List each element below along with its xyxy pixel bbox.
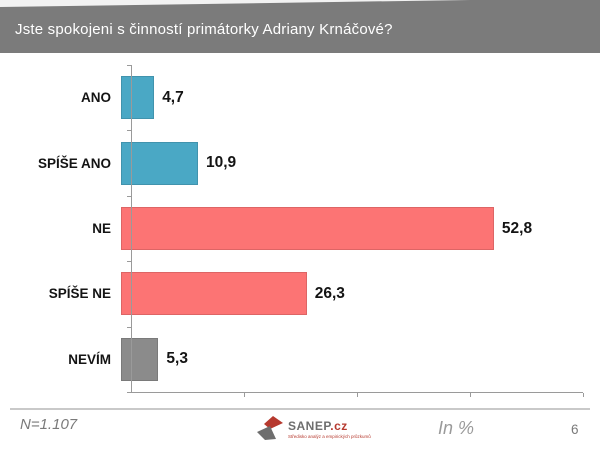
category-label: SPÍŠE ANO	[37, 155, 111, 171]
chart-row: NE 52,8	[0, 196, 600, 261]
page-number: 6	[571, 422, 579, 437]
x-axis-tick	[583, 393, 584, 397]
chart-row: SPÍŠE ANO 10,9	[0, 130, 600, 195]
logo-tagline: Středisko analýz a empirických průzkumů	[288, 434, 371, 439]
logo-name: SANEP	[288, 419, 331, 433]
y-axis-tick	[127, 65, 131, 66]
chart-row: NEVÍM 5,3	[0, 327, 600, 392]
bar-track: 10,9	[121, 141, 573, 185]
y-axis-tick	[127, 195, 131, 197]
value-label: 52,8	[501, 219, 533, 237]
x-axis-tick	[357, 393, 358, 397]
value-label: 26,3	[314, 284, 345, 302]
y-axis-tick	[127, 261, 131, 263]
title-bar: Jste spokojeni s činností primátorky Adr…	[0, 0, 600, 53]
footer-divider	[10, 408, 590, 410]
bar	[121, 141, 198, 185]
category-label: ANO	[81, 90, 111, 106]
plot-area: ANO 4,7 SPÍŠE ANO 10,9 NE 52,8 SPÍŠE NE 26,3 NEV…	[0, 65, 600, 392]
value-label: 5,3	[166, 350, 188, 368]
category-label: NEVÍM	[68, 351, 111, 367]
y-axis-line	[127, 65, 132, 393]
bar-track: 5,3	[121, 337, 573, 381]
x-axis-tick	[470, 393, 471, 397]
chart-title: Jste spokojeni s činností primátorky Adr…	[15, 21, 393, 38]
y-axis-tick	[127, 326, 131, 328]
value-label: 4,7	[162, 88, 184, 106]
unit-note: In %	[438, 418, 475, 438]
y-axis-tick	[127, 392, 131, 393]
bar-track: 4,7	[121, 76, 573, 120]
value-label: 10,9	[205, 154, 237, 172]
sample-size-label: N=1.107	[20, 416, 78, 433]
bar	[121, 76, 155, 120]
bar-track: 26,3	[121, 272, 573, 316]
x-axis-line	[131, 392, 584, 397]
bar	[121, 337, 159, 381]
chart-row: ANO 4,7	[0, 65, 600, 130]
bar	[121, 207, 494, 251]
chart-row: SPÍŠE NE 26,3	[0, 261, 600, 326]
sanep-logo: SANEP.cz Středisko analýz a empirických …	[256, 415, 371, 441]
category-label: SPÍŠE NE	[48, 286, 111, 302]
sanep-logo-icon	[257, 416, 283, 440]
bar-chart: ANO 4,7 SPÍŠE ANO 10,9 NE 52,8 SPÍŠE NE 26,3 NEV…	[0, 53, 600, 408]
bar	[121, 272, 307, 316]
bar-track: 52,8	[121, 207, 573, 251]
x-axis-tick	[244, 393, 245, 397]
y-axis-tick	[127, 130, 131, 132]
logo-domain: .cz	[330, 419, 348, 433]
category-label: NE	[92, 221, 111, 237]
